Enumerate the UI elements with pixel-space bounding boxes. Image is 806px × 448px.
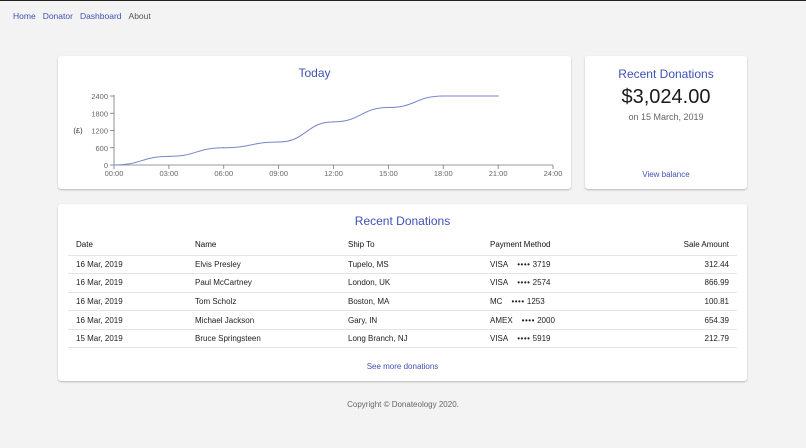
chart-title: Today	[298, 66, 331, 80]
card-mask-dots: ••••	[517, 278, 531, 288]
y-tick-label: 1200	[91, 127, 108, 136]
amount-date: on 15 March, 2019	[628, 112, 704, 122]
nav-donator-link[interactable]: Donator	[42, 11, 73, 21]
data-point	[278, 141, 280, 143]
cell-name: Paul McCartney	[187, 273, 340, 293]
cell-payment-method: VISA •••• 3719	[482, 255, 622, 275]
cell-sale-amount: 866.99	[622, 273, 737, 293]
today-line-chart: 0 600 1200 1800 2400 00:00 03:00 06:00 09:00 12:0…	[73, 92, 563, 178]
cell-name: Bruce Springsteen	[187, 329, 340, 349]
recent-donations-summary-card: Recent Donations $3,024.00 on 15 March, …	[585, 56, 747, 189]
table-row: 16 Mar, 2019 Michael Jackson Gary, IN AMEX •…	[68, 310, 737, 330]
data-point	[332, 121, 335, 123]
y-axis-label: (£)	[73, 126, 83, 135]
cell-sale-amount: 654.39	[622, 310, 737, 330]
card-mask-dots: ••••	[511, 296, 525, 306]
x-tick-label: 00:00	[105, 169, 124, 178]
card-last4: 3719	[532, 259, 551, 269]
y-tick-label: 2400	[91, 92, 108, 101]
nav-dashboard-link[interactable]: Dashboard	[79, 11, 122, 21]
x-tick-label: 03:00	[159, 169, 178, 178]
card-last4: 2000	[537, 315, 555, 325]
card-type: AMEX	[490, 315, 513, 325]
data-point	[113, 164, 115, 166]
table-row: 16 Mar, 2019 Paul McCartney London, UK VISA…	[68, 273, 737, 293]
table-row: 16 Mar, 2019 Tom Scholz Boston, MA MC •••• 1…	[68, 292, 737, 312]
top-nav: Home Donator Dashboard About	[13, 11, 151, 21]
card-mask-dots: ••••	[517, 259, 531, 269]
cell-name: Elvis Presley	[187, 255, 340, 275]
column-header-name: Name	[187, 235, 340, 256]
card-last4: 1253	[526, 296, 545, 306]
card-type: VISA	[490, 278, 509, 288]
card-last4: 2574	[532, 278, 551, 288]
data-point	[497, 95, 499, 97]
recent-donations-table-card: Recent Donations Date Name Ship To Payme…	[58, 204, 747, 381]
cell-name: Michael Jackson	[187, 310, 340, 330]
view-balance-link[interactable]: View balance	[642, 170, 690, 179]
cell-date: 16 Mar, 2019	[68, 310, 187, 330]
cell-ship-to: London, UK	[340, 273, 482, 293]
today-chart-card: Today 0 600 1200 1800 2400 00:00 03:00 06:00 09:…	[58, 56, 571, 189]
y-tick-label: 600	[95, 144, 108, 153]
cell-ship-to: Gary, IN	[340, 310, 482, 330]
nav-about-link[interactable]: About	[128, 11, 151, 21]
column-header-sale-amount: Sale Amount	[622, 235, 737, 256]
cell-ship-to: Long Branch, NJ	[340, 329, 482, 349]
table-header-row: Date Name Ship To Payment Method Sale Am…	[68, 235, 737, 256]
card-type: MC	[490, 296, 503, 306]
cell-name: Tom Scholz	[187, 292, 340, 312]
column-header-ship-to: Ship To	[340, 235, 482, 256]
cell-payment-method: VISA •••• 2574	[482, 273, 622, 293]
table-title: Recent Donations	[354, 214, 451, 228]
summary-title: Recent Donations	[618, 67, 714, 81]
x-tick-label: 12:00	[324, 169, 343, 178]
table-row: 16 Mar, 2019 Elvis Presley Tupelo, MS VISA •…	[68, 255, 737, 275]
cell-date: 15 Mar, 2019	[68, 329, 187, 349]
column-header-date: Date	[68, 235, 187, 256]
cell-date: 16 Mar, 2019	[68, 273, 187, 293]
card-mask-dots: ••••	[517, 334, 531, 344]
cell-sale-amount: 212.79	[622, 329, 737, 349]
total-amount: $3,024.00	[621, 86, 711, 108]
column-header-payment-method: Payment Method	[482, 235, 622, 256]
see-more-donations-link[interactable]: See more donations	[366, 362, 439, 371]
data-point	[168, 155, 170, 157]
card-type: VISA	[490, 334, 509, 344]
card-type: VISA	[490, 259, 509, 269]
cell-sale-amount: 100.81	[622, 292, 737, 312]
table-row: 15 Mar, 2019 Bruce Springsteen Long Branch…	[68, 329, 737, 349]
x-tick-label: 18:00	[434, 169, 453, 178]
x-tick-label: 15:00	[379, 169, 398, 178]
y-tick-label: 0	[104, 161, 108, 170]
cell-payment-method: MC •••• 1253	[482, 292, 622, 312]
cell-date: 16 Mar, 2019	[68, 255, 187, 275]
cell-ship-to: Tupelo, MS	[340, 255, 482, 275]
nav-home-link[interactable]: Home	[13, 11, 36, 21]
donations-table: Date Name Ship To Payment Method Sale Am…	[68, 235, 737, 349]
data-point	[442, 95, 444, 97]
y-tick-label: 1800	[91, 109, 108, 118]
cell-sale-amount: 312.44	[622, 255, 737, 275]
footer-copyright: Copyright © Donateology 2020.	[347, 400, 459, 409]
x-tick-label: 06:00	[214, 169, 233, 178]
series-line	[113, 95, 499, 166]
cell-payment-method: AMEX •••• 2000	[482, 310, 622, 330]
card-last4: 5919	[532, 334, 551, 344]
x-tick-label: 09:00	[269, 169, 288, 178]
cell-payment-method: VISA •••• 5919	[482, 329, 622, 349]
data-point	[223, 147, 225, 149]
cell-date: 16 Mar, 2019	[68, 292, 187, 312]
x-tick-label: 21:00	[489, 169, 508, 178]
data-point	[387, 106, 389, 109]
x-tick-label: 24:00	[544, 169, 563, 178]
card-mask-dots: ••••	[521, 315, 535, 325]
cell-ship-to: Boston, MA	[340, 292, 482, 312]
